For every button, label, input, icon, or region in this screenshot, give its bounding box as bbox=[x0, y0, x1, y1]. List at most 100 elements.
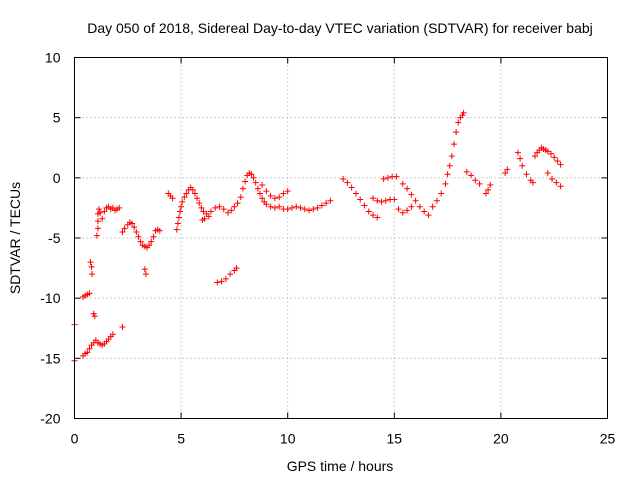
y-tick-label: 5 bbox=[53, 110, 61, 126]
x-tick-label: 25 bbox=[600, 431, 616, 447]
data-point bbox=[146, 242, 153, 249]
y-tick-label: -5 bbox=[48, 230, 61, 246]
chart-title: Day 050 of 2018, Sidereal Day-to-day VTE… bbox=[87, 20, 593, 36]
data-point bbox=[472, 177, 479, 184]
y-axis-label: SDTVAR / TECUs bbox=[7, 182, 23, 294]
data-point bbox=[369, 195, 376, 202]
plot-frame bbox=[74, 57, 608, 419]
data-point bbox=[218, 278, 225, 285]
data-point bbox=[463, 168, 470, 175]
data-point bbox=[487, 182, 494, 189]
data-point bbox=[101, 208, 108, 215]
data-point bbox=[357, 196, 364, 203]
data-point bbox=[271, 195, 278, 202]
data-point bbox=[129, 220, 136, 227]
x-tick-label: 15 bbox=[387, 431, 403, 447]
data-point bbox=[391, 196, 398, 203]
data-point bbox=[276, 203, 283, 210]
x-tick-label: 10 bbox=[280, 431, 296, 447]
data-point bbox=[284, 206, 291, 213]
data-point bbox=[476, 180, 483, 187]
data-point bbox=[544, 148, 551, 155]
data-point bbox=[133, 228, 140, 235]
data-point bbox=[220, 206, 227, 213]
data-point bbox=[502, 170, 509, 177]
data-point bbox=[119, 324, 126, 331]
data-point bbox=[276, 194, 283, 201]
data-point bbox=[91, 313, 98, 320]
data-point bbox=[233, 265, 240, 272]
data-point bbox=[529, 179, 536, 186]
data-point bbox=[267, 192, 274, 199]
data-point bbox=[214, 279, 221, 286]
data-point bbox=[121, 225, 128, 232]
data-point bbox=[242, 178, 249, 185]
data-point bbox=[198, 204, 205, 211]
data-point bbox=[310, 206, 317, 213]
data-point bbox=[169, 195, 176, 202]
data-point bbox=[446, 162, 453, 169]
data-point bbox=[553, 179, 560, 186]
data-point bbox=[549, 176, 556, 183]
data-point bbox=[429, 203, 436, 210]
data-point bbox=[254, 185, 261, 192]
data-point bbox=[173, 226, 180, 233]
data-point bbox=[148, 238, 155, 245]
data-point bbox=[504, 166, 511, 173]
data-point bbox=[442, 180, 449, 187]
data-point bbox=[404, 207, 411, 214]
data-point bbox=[448, 153, 455, 160]
data-point bbox=[306, 207, 313, 214]
data-point bbox=[137, 238, 144, 245]
data-point bbox=[119, 228, 126, 235]
grid-lines bbox=[74, 57, 608, 419]
data-point bbox=[369, 212, 376, 219]
data-point bbox=[408, 203, 415, 210]
data-point bbox=[433, 197, 440, 204]
data-point bbox=[207, 208, 214, 215]
data-point bbox=[175, 214, 182, 221]
data-point bbox=[263, 188, 270, 195]
data-point bbox=[425, 212, 432, 219]
data-point bbox=[450, 141, 457, 148]
data-point bbox=[231, 203, 238, 210]
data-point bbox=[548, 150, 555, 157]
data-point bbox=[455, 119, 462, 126]
data-point bbox=[382, 197, 389, 204]
data-point bbox=[183, 190, 190, 197]
data-point bbox=[96, 206, 103, 213]
data-point bbox=[348, 184, 355, 191]
data-point bbox=[194, 195, 201, 202]
data-point bbox=[327, 197, 334, 204]
data-point bbox=[421, 208, 428, 215]
data-point bbox=[87, 259, 94, 266]
data-point bbox=[237, 194, 244, 201]
y-tick-label: 10 bbox=[45, 50, 61, 66]
data-point bbox=[378, 198, 385, 205]
data-point bbox=[250, 174, 257, 181]
data-point bbox=[380, 176, 387, 183]
data-point bbox=[523, 171, 530, 178]
data-point bbox=[225, 209, 232, 216]
data-point bbox=[179, 198, 186, 205]
data-point bbox=[314, 204, 321, 211]
data-point bbox=[259, 182, 266, 189]
data-point bbox=[109, 331, 116, 338]
data-point bbox=[323, 200, 330, 207]
data-point bbox=[444, 171, 451, 178]
data-point bbox=[97, 209, 104, 216]
data-point bbox=[86, 345, 93, 352]
data-point bbox=[205, 213, 212, 220]
data-point bbox=[141, 266, 148, 273]
data-point bbox=[551, 154, 558, 161]
data-point bbox=[361, 202, 368, 209]
data-point bbox=[216, 203, 223, 210]
data-point bbox=[416, 203, 423, 210]
data-point bbox=[412, 197, 419, 204]
data-point bbox=[142, 271, 149, 278]
data-point bbox=[189, 186, 196, 193]
data-point bbox=[453, 129, 460, 136]
data-point bbox=[227, 271, 234, 278]
